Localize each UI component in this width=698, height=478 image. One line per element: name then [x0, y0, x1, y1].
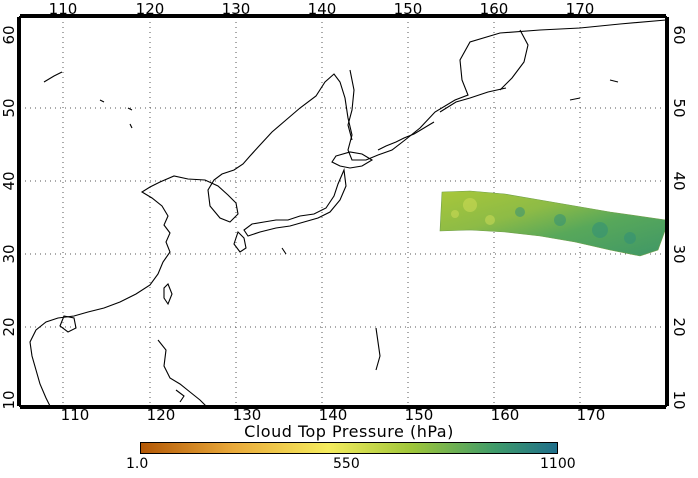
lon-tick-label: 110 — [61, 406, 90, 424]
lat-tick-label: 40 — [670, 171, 688, 190]
colorbar-max-label: 1100 — [540, 456, 576, 472]
lon-tick-label: 120 — [136, 0, 165, 18]
lon-labels-bottom: 110 120 130 140 150 160 170 — [61, 406, 606, 424]
lon-tick-label: 170 — [566, 0, 595, 18]
frame-ticks — [17, 14, 669, 409]
lon-tick-label: 120 — [147, 406, 176, 424]
cloud-top-pressure-swath — [439, 190, 666, 257]
lat-labels-left: 10 20 30 40 50 60 — [0, 25, 18, 409]
colorbar-mid-label: 550 — [333, 456, 360, 472]
lon-tick-label: 160 — [491, 406, 520, 424]
lat-tick-label: 30 — [670, 244, 688, 263]
lat-tick-label: 20 — [0, 317, 18, 336]
coastlines — [29, 19, 666, 406]
lon-labels-top: 110 120 130 140 150 160 170 — [49, 0, 595, 18]
lon-tick-label: 130 — [233, 406, 262, 424]
lat-tick-label: 60 — [670, 25, 688, 44]
lon-tick-label: 150 — [405, 406, 434, 424]
colorbar — [140, 442, 558, 454]
lon-tick-label: 170 — [577, 406, 606, 424]
lat-tick-label: 50 — [0, 98, 18, 117]
lat-tick-label: 40 — [0, 171, 18, 190]
lat-tick-label: 60 — [0, 25, 18, 44]
lon-tick-label: 160 — [480, 0, 509, 18]
lat-labels-right: 10 20 30 40 50 60 — [670, 25, 688, 409]
lon-tick-label: 110 — [49, 0, 78, 18]
colorbar-title: Cloud Top Pressure (hPa) — [244, 422, 454, 441]
lat-tick-label: 50 — [670, 98, 688, 117]
lat-tick-label: 30 — [0, 244, 18, 263]
colorbar-min-label: 1.0 — [126, 456, 149, 472]
lon-tick-label: 140 — [308, 0, 337, 18]
lat-tick-label: 10 — [670, 390, 688, 409]
lon-tick-label: 130 — [222, 0, 251, 18]
lon-tick-label: 150 — [394, 0, 423, 18]
lat-tick-label: 20 — [670, 317, 688, 336]
lon-tick-label: 140 — [319, 406, 348, 424]
lat-tick-label: 10 — [0, 390, 18, 409]
